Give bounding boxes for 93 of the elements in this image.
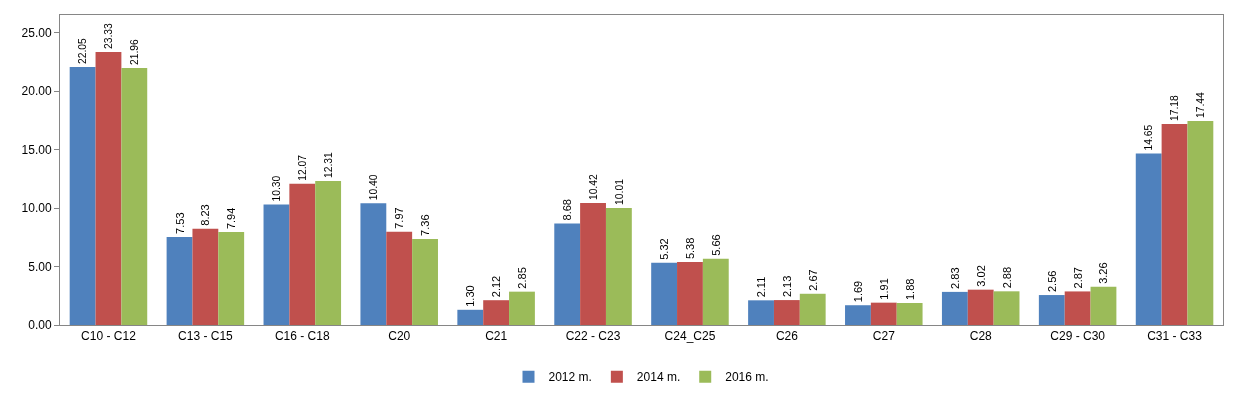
bar	[748, 300, 774, 325]
bar	[1038, 295, 1065, 325]
data-label: 14.65	[1143, 124, 1155, 151]
bar	[289, 183, 316, 325]
data-label: 8.23	[199, 204, 212, 226]
data-label: 1.91	[877, 278, 890, 300]
y-tick-label: 5.00	[28, 259, 52, 274]
legend-label: 2014 m.	[636, 370, 681, 385]
x-tick-label: C31 - C33	[1147, 329, 1203, 344]
x-tick-label: C27	[872, 329, 896, 344]
data-label: 1.69	[851, 280, 864, 303]
data-label: 5.66	[709, 234, 722, 256]
data-label: 7.97	[393, 207, 406, 229]
data-label: 7.36	[419, 214, 432, 236]
bar	[554, 223, 581, 325]
bar	[1161, 124, 1188, 325]
data-label: 2.83	[948, 267, 961, 289]
data-label: 7.94	[225, 207, 238, 230]
data-label: 10.30	[271, 175, 283, 202]
bar	[121, 68, 148, 325]
data-label: 17.18	[1169, 94, 1181, 122]
data-label: 3.02	[974, 265, 987, 287]
bar	[69, 67, 96, 325]
bar	[95, 52, 122, 325]
x-tick-label: C29 - C30	[1050, 329, 1106, 344]
bar	[1135, 153, 1162, 325]
bar	[412, 238, 438, 325]
bar	[896, 303, 923, 325]
bar	[166, 236, 193, 325]
data-label: 21.96	[129, 39, 141, 66]
y-tick-label: 20.00	[21, 84, 52, 99]
bar	[386, 231, 413, 325]
x-tick-label: C26	[775, 329, 799, 344]
bar	[263, 204, 290, 325]
data-label: 7.53	[173, 212, 186, 234]
bar	[315, 181, 342, 325]
x-tick-label: C20	[388, 329, 411, 344]
data-label: 5.38	[683, 237, 696, 260]
data-label: 10.40	[368, 174, 380, 201]
y-tick-label: 10.00	[21, 201, 52, 216]
data-label: 17.44	[1195, 91, 1207, 118]
data-label: 10.01	[613, 178, 625, 205]
bar	[870, 302, 897, 325]
x-tick-label: C21	[485, 329, 508, 344]
x-tick-label: C22 - C23	[565, 329, 621, 344]
data-label: 2.13	[780, 275, 793, 298]
bar	[509, 291, 535, 325]
legend-label: 2012 m.	[548, 370, 592, 385]
data-label: 12.31	[322, 151, 334, 178]
x-tick-label: C24_C25	[664, 329, 716, 344]
x-tick-label: C13 - C15	[178, 329, 234, 344]
bar	[651, 262, 678, 325]
bar	[845, 305, 871, 325]
y-tick-label: 0.00	[28, 318, 52, 333]
bar	[218, 232, 245, 325]
bar	[605, 207, 632, 325]
bar	[677, 262, 703, 325]
data-label: 2.85	[515, 267, 528, 289]
data-label: 1.30	[464, 285, 477, 307]
x-tick-label: C16 - C18	[274, 329, 330, 344]
data-label: 8.68	[561, 199, 574, 221]
bar	[1090, 286, 1117, 325]
bar	[967, 289, 994, 325]
data-label: 3.26	[1097, 262, 1110, 284]
data-label: 2.87	[1071, 267, 1084, 289]
y-tick-label: 15.00	[21, 142, 52, 157]
y-tick-label: 25.00	[21, 25, 52, 40]
data-label: 12.07	[297, 154, 309, 181]
bar	[773, 300, 800, 325]
bar	[993, 291, 1020, 325]
legend-label: 2016 m.	[725, 370, 769, 385]
bar	[941, 291, 968, 325]
data-label: 2.12	[490, 275, 503, 298]
bar	[1064, 291, 1091, 325]
x-tick-label: C28	[969, 329, 993, 344]
bar	[483, 300, 510, 325]
bar	[457, 309, 484, 325]
data-label: 5.32	[658, 238, 671, 260]
data-label: 2.88	[1000, 266, 1013, 289]
bar	[702, 258, 729, 325]
x-tick-label: C10 - C12	[81, 329, 137, 344]
data-label: 1.88	[903, 278, 916, 301]
data-label: 23.33	[103, 23, 115, 50]
bar	[192, 228, 219, 325]
bar	[360, 203, 387, 325]
data-label: 22.05	[77, 37, 89, 65]
bar	[580, 203, 606, 325]
data-label: 2.11	[755, 276, 768, 298]
data-label: 2.56	[1045, 270, 1058, 293]
data-label: 10.42	[587, 174, 599, 201]
bar	[799, 293, 826, 325]
data-label: 2.67	[806, 269, 819, 291]
bar	[1187, 120, 1214, 325]
